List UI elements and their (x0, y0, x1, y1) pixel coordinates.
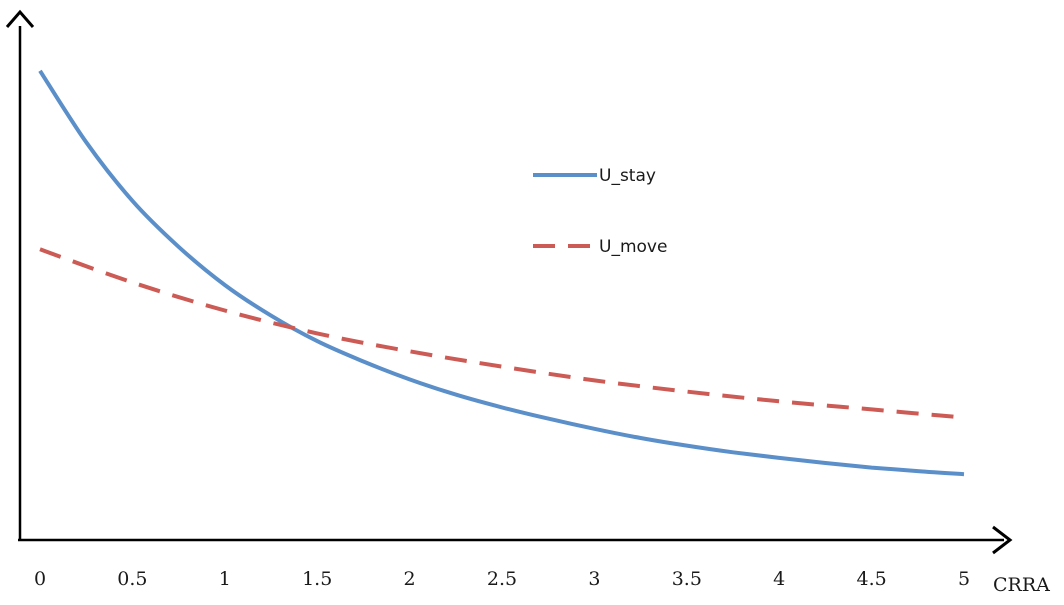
series-layer (38, 69, 965, 477)
x-tick-label: 0.5 (117, 568, 147, 590)
x-tick-label: 5 (958, 568, 970, 590)
x-tick-label: 2 (404, 568, 416, 590)
y-axis-arrow-icon (5, 9, 35, 28)
series-line-u-stay (38, 69, 965, 477)
x-tick-labels: 0 0.5 1 1.5 2 2.5 3 3.5 4 4.5 5 (34, 568, 970, 590)
legend: U_stay U_move (533, 166, 667, 257)
x-axis-title: CRRA (993, 574, 1050, 596)
legend-label: U_move (599, 237, 667, 257)
x-tick-label: 3 (588, 568, 600, 590)
x-tick-label: 4.5 (856, 568, 886, 590)
x-tick-label: 1.5 (302, 568, 332, 590)
legend-label: U_stay (599, 166, 656, 186)
x-tick-label: 3.5 (672, 568, 702, 590)
x-axis-arrow-icon (992, 525, 1013, 555)
x-tick-label: 0 (34, 568, 46, 590)
series-line-u-move (39, 247, 965, 420)
x-tick-label: 2.5 (487, 568, 517, 590)
x-tick-label: 1 (219, 568, 231, 590)
x-axis (18, 525, 1013, 555)
y-axis (5, 9, 35, 540)
x-tick-label: 4 (773, 568, 785, 590)
